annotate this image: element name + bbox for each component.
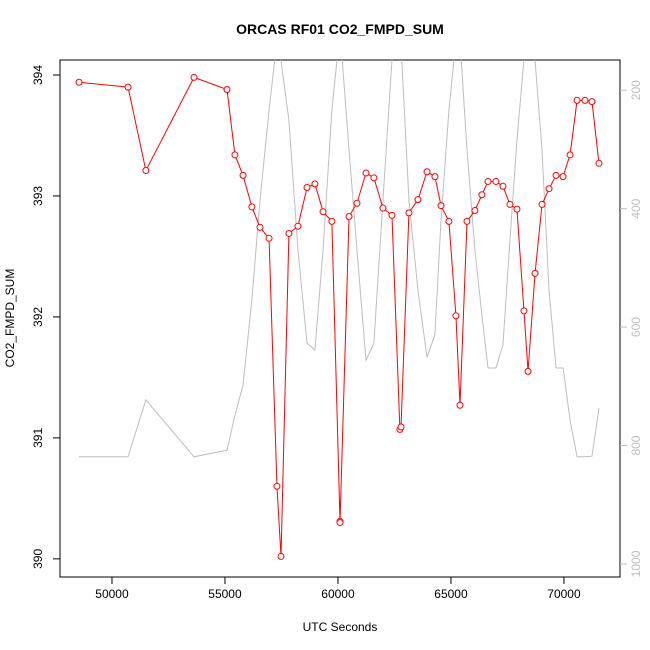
point bbox=[566, 151, 574, 159]
point bbox=[478, 191, 486, 199]
y-tick-label: 391 bbox=[31, 428, 45, 448]
point bbox=[142, 167, 150, 175]
point bbox=[531, 269, 539, 277]
point bbox=[456, 401, 464, 409]
chart-title: ORCAS RF01 CO2_FMPD_SUM bbox=[236, 21, 444, 37]
point bbox=[256, 223, 264, 231]
point bbox=[190, 73, 198, 81]
y-tick-label: 390 bbox=[31, 549, 45, 569]
y2-tick-label: 200 bbox=[629, 80, 643, 100]
point bbox=[319, 208, 327, 216]
point bbox=[285, 229, 293, 237]
y2-tick-label: 800 bbox=[629, 435, 643, 455]
point bbox=[239, 171, 247, 179]
point bbox=[303, 183, 311, 191]
point bbox=[588, 98, 596, 106]
point bbox=[595, 159, 603, 167]
point bbox=[248, 203, 256, 211]
point bbox=[484, 177, 492, 185]
x-tick-label: 65000 bbox=[434, 587, 468, 601]
point bbox=[223, 86, 231, 94]
point bbox=[388, 211, 396, 219]
point bbox=[492, 177, 500, 185]
point bbox=[445, 217, 453, 225]
point bbox=[370, 174, 378, 182]
y2-tick-label: 600 bbox=[629, 317, 643, 337]
point bbox=[414, 196, 422, 204]
point bbox=[311, 180, 319, 188]
point bbox=[75, 78, 83, 86]
y-tick-label: 393 bbox=[31, 186, 45, 206]
point bbox=[328, 217, 336, 225]
line bbox=[78, 76, 600, 557]
point bbox=[362, 169, 370, 177]
point bbox=[265, 234, 273, 242]
point bbox=[353, 199, 361, 207]
point bbox=[336, 519, 344, 527]
point bbox=[499, 182, 507, 190]
point bbox=[581, 96, 589, 104]
point bbox=[405, 209, 413, 217]
x-tick-label: 70000 bbox=[547, 587, 581, 601]
y2-tick-label: 400 bbox=[629, 198, 643, 218]
point bbox=[524, 367, 532, 375]
y-axis-label: CO2_FMPD_SUM bbox=[3, 269, 17, 368]
point bbox=[277, 552, 285, 560]
point bbox=[573, 96, 581, 104]
point bbox=[452, 312, 460, 320]
point bbox=[559, 173, 567, 181]
point bbox=[294, 222, 302, 230]
x-tick-label: 60000 bbox=[321, 587, 355, 601]
y-tick-label: 394 bbox=[31, 65, 45, 85]
point bbox=[463, 217, 471, 225]
point bbox=[431, 173, 439, 181]
point bbox=[423, 168, 431, 176]
x-tick-label: 50000 bbox=[95, 587, 129, 601]
y2-line bbox=[78, 60, 600, 458]
point bbox=[273, 482, 281, 490]
x-tick-label: 55000 bbox=[208, 587, 242, 601]
point bbox=[231, 151, 239, 159]
point bbox=[513, 205, 521, 213]
point bbox=[538, 200, 546, 208]
y2-tick-label: 1000 bbox=[629, 550, 643, 577]
y-tick-label: 392 bbox=[31, 307, 45, 327]
point bbox=[520, 307, 528, 315]
point bbox=[397, 423, 405, 431]
point bbox=[552, 171, 560, 179]
point bbox=[124, 83, 132, 91]
point bbox=[506, 200, 514, 208]
point bbox=[379, 204, 387, 212]
point bbox=[437, 202, 445, 210]
point bbox=[345, 213, 353, 221]
point bbox=[545, 185, 553, 193]
x-axis-label: UTC Seconds bbox=[303, 620, 378, 634]
point bbox=[471, 206, 479, 214]
plot-frame bbox=[59, 59, 621, 578]
